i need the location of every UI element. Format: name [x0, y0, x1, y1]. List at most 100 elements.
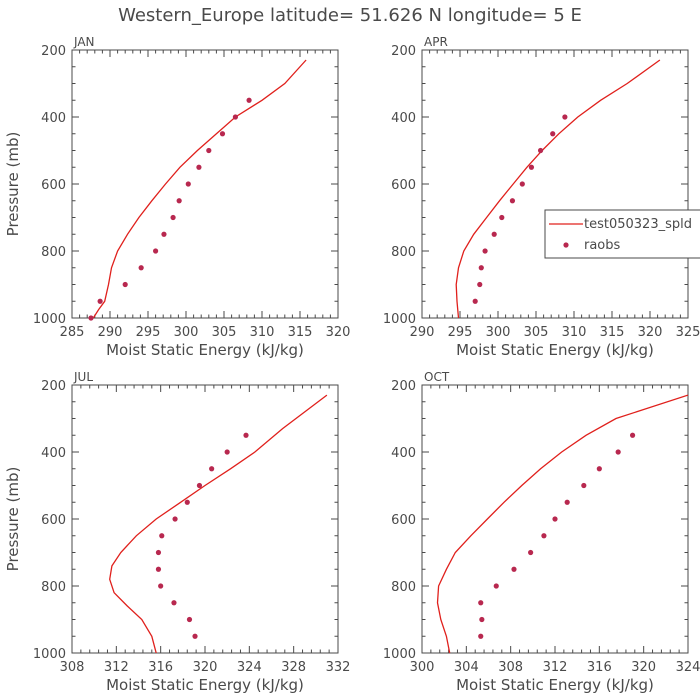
figure-title: Western_Europe latitude= 51.626 N longit… — [118, 5, 582, 26]
raobs-point — [186, 616, 193, 623]
x-tick-label: 312 — [104, 660, 129, 675]
x-tick-label: 305 — [212, 325, 237, 340]
x-tick-label: 285 — [60, 325, 85, 340]
y-tick-label: 400 — [391, 446, 416, 461]
y-tick-label: 400 — [41, 111, 66, 126]
y-tick-label: 1000 — [383, 647, 416, 662]
y-axis-label: Pressure (mb) — [4, 467, 22, 572]
plot-frame — [71, 49, 339, 319]
x-tick-label: 290 — [410, 325, 435, 340]
raobs-point — [196, 482, 203, 489]
raobs-point — [581, 482, 587, 489]
raobs-point — [122, 281, 128, 288]
x-axis-label: Moist Static Energy (kJ/kg) — [456, 341, 654, 359]
x-tick-label: 320 — [638, 325, 663, 340]
x-tick-label: 308 — [498, 660, 523, 675]
raobs-point — [528, 164, 535, 170]
panels: 285 290 295 300 305 310 315 320 200 400 600 800 1000… — [4, 35, 700, 694]
x-tick-label: 295 — [136, 325, 161, 340]
y-tick-label: 600 — [391, 513, 416, 528]
raobs-point — [158, 583, 164, 589]
x-tick-label: 300 — [486, 325, 511, 340]
y-tick-label: 800 — [391, 245, 416, 260]
x-tick-label: 304 — [454, 660, 479, 675]
raobs-point — [153, 248, 159, 254]
x-tick-label: 315 — [600, 325, 625, 340]
x-axis-label: Moist Static Energy (kJ/kg) — [456, 676, 654, 694]
raobs-point — [184, 499, 190, 505]
raobs-point — [564, 499, 570, 505]
y-axis-label: Pressure (mb) — [4, 132, 22, 237]
x-tick-label: 305 — [524, 325, 549, 340]
legend-obs-swatch — [563, 242, 569, 248]
raobs-point — [509, 198, 516, 204]
raobs-point — [541, 533, 547, 539]
raobs-point — [519, 181, 525, 187]
x-tick-label: 328 — [281, 660, 306, 675]
raobs-point — [246, 97, 252, 103]
raobs-point — [562, 114, 568, 120]
y-tick-label: 1000 — [33, 312, 66, 327]
raobs-point — [232, 114, 238, 120]
raobs-point — [482, 248, 488, 254]
raobs-point — [171, 600, 177, 606]
x-tick-label: 295 — [448, 325, 473, 340]
legend-model-label: test050323_spld — [584, 217, 692, 232]
y-tick-label: 1000 — [383, 312, 416, 327]
raobs-point — [243, 432, 249, 438]
panel-jan: 285 290 295 300 305 310 315 320 200 400 600 800 1000… — [4, 35, 350, 359]
x-tick-label: 315 — [288, 325, 313, 340]
model-line-apr — [455, 59, 661, 318]
raobs-point — [155, 566, 162, 572]
raobs-point — [170, 214, 176, 221]
raobs-point — [159, 533, 165, 539]
panel-label-jan: JAN — [73, 35, 95, 49]
x-tick-label: 320 — [193, 660, 218, 675]
x-tick-label: 320 — [631, 660, 656, 675]
panel-label-jul: JUL — [73, 370, 93, 384]
y-tick-label: 800 — [41, 245, 66, 260]
raobs-point — [224, 449, 230, 455]
raobs-point — [528, 549, 534, 556]
x-tick-label: 290 — [98, 325, 123, 340]
raobs-point — [537, 147, 544, 154]
legend-box — [544, 209, 700, 259]
legend-obs-label: raobs — [584, 238, 621, 253]
x-tick-label: 300 — [174, 325, 199, 340]
model-line-jan — [92, 59, 307, 318]
raobs-point — [97, 298, 103, 304]
y-tick-label: 600 — [41, 178, 66, 193]
raobs-point — [493, 583, 499, 589]
y-tick-label: 400 — [41, 446, 66, 461]
raobs-point — [478, 600, 484, 606]
raobs-point — [615, 449, 621, 455]
model-line-oct — [436, 394, 688, 653]
panel-label-apr: APR — [424, 35, 448, 49]
y-tick-label: 200 — [391, 379, 416, 394]
panel-oct: 300 304 308 312 316 320 324 200 400 600 800 1000 OCT… — [383, 370, 700, 694]
raobs-point — [206, 147, 212, 154]
y-tick-label: 600 — [391, 178, 416, 193]
raobs-point — [550, 131, 556, 137]
x-tick-label: 320 — [326, 325, 351, 340]
plot-frame — [421, 49, 689, 319]
panel-apr: 290 295 300 305 310 315 320 325 200 400 600 800 1000… — [383, 35, 700, 359]
y-tick-label: 200 — [391, 44, 416, 59]
raobs-point — [479, 616, 485, 623]
y-tick-label: 400 — [391, 111, 416, 126]
y-tick-label: 800 — [41, 580, 66, 595]
x-tick-label: 310 — [562, 325, 587, 340]
raobs-point — [172, 516, 178, 522]
raobs-point — [88, 315, 94, 321]
raobs-point — [176, 198, 182, 204]
x-tick-label: 310 — [250, 325, 275, 340]
y-tick-label: 1000 — [33, 647, 66, 662]
plot-frame — [71, 384, 339, 654]
x-tick-label: 316 — [587, 660, 612, 675]
raobs-point — [155, 549, 162, 556]
x-tick-label: 325 — [676, 325, 700, 340]
x-tick-label: 324 — [237, 660, 262, 675]
raobs-point — [478, 633, 484, 639]
x-tick-label: 332 — [326, 660, 351, 675]
x-tick-label: 300 — [410, 660, 435, 675]
